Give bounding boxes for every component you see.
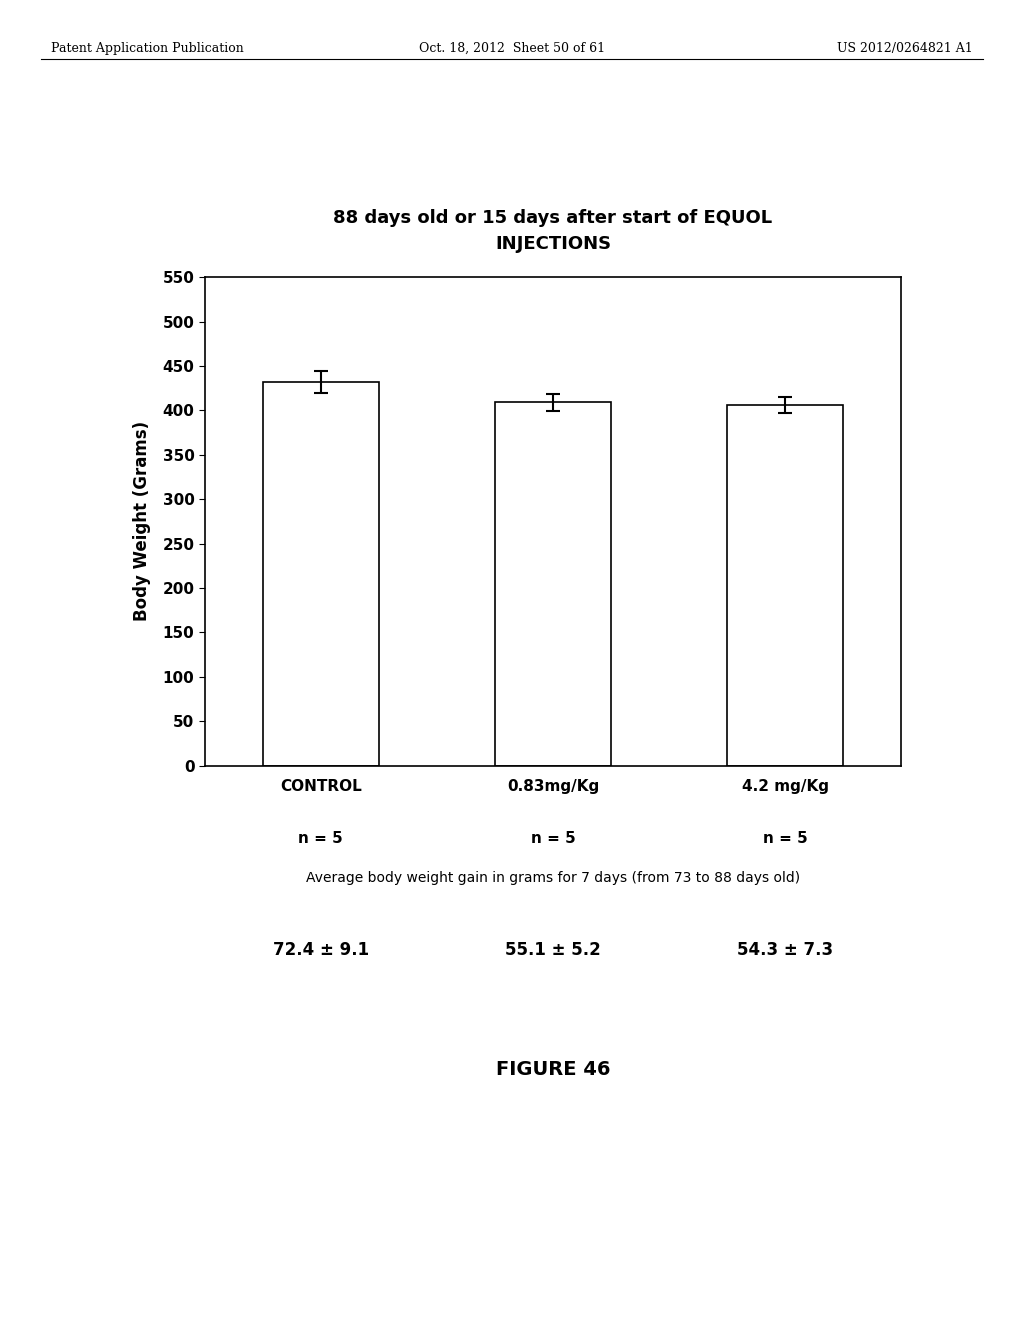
Text: 72.4 ± 9.1: 72.4 ± 9.1 — [272, 941, 369, 960]
Text: US 2012/0264821 A1: US 2012/0264821 A1 — [837, 42, 973, 55]
Text: n = 5: n = 5 — [763, 830, 808, 846]
Text: n = 5: n = 5 — [530, 830, 575, 846]
Text: FIGURE 46: FIGURE 46 — [496, 1060, 610, 1078]
Bar — [495, 403, 611, 766]
Text: 88 days old or 15 days after start of EQUOL: 88 days old or 15 days after start of EQ… — [334, 209, 772, 227]
Text: Average body weight gain in grams for 7 days (from 73 to 88 days old): Average body weight gain in grams for 7 … — [306, 871, 800, 884]
Bar — [727, 405, 843, 766]
Y-axis label: Body Weight (Grams): Body Weight (Grams) — [133, 421, 152, 622]
Bar — [263, 381, 379, 766]
Text: n = 5: n = 5 — [298, 830, 343, 846]
Text: INJECTIONS: INJECTIONS — [495, 235, 611, 253]
Text: Oct. 18, 2012  Sheet 50 of 61: Oct. 18, 2012 Sheet 50 of 61 — [419, 42, 605, 55]
Text: 55.1 ± 5.2: 55.1 ± 5.2 — [505, 941, 601, 960]
Text: 54.3 ± 7.3: 54.3 ± 7.3 — [737, 941, 834, 960]
Text: Patent Application Publication: Patent Application Publication — [51, 42, 244, 55]
